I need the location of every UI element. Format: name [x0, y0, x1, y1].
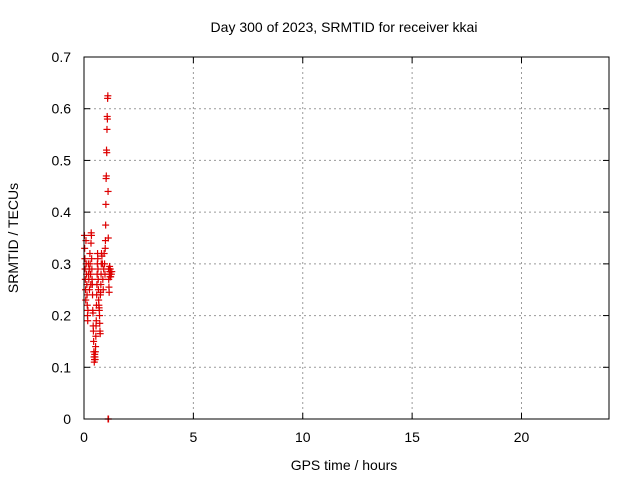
- data-point: [81, 255, 89, 263]
- data-point: [81, 244, 89, 252]
- data-point: [105, 288, 113, 296]
- x-axis-title: GPS time / hours: [291, 457, 398, 473]
- data-point: [108, 268, 116, 276]
- data-points: [80, 92, 116, 423]
- y-axis-title: SRMTID / TECUs: [5, 183, 21, 293]
- data-point: [96, 319, 104, 327]
- data-point: [82, 296, 90, 304]
- data-point: [92, 332, 100, 340]
- data-point: [87, 231, 95, 239]
- data-point: [103, 125, 111, 133]
- y-tick-label: 0.5: [52, 152, 72, 168]
- y-tick-label: 0.3: [52, 256, 72, 272]
- data-point: [87, 270, 95, 278]
- data-point: [104, 187, 112, 195]
- y-tick-label: 0.6: [52, 101, 72, 117]
- y-tick-label: 0.4: [52, 204, 72, 220]
- data-point: [104, 234, 112, 242]
- y-tick-label: 0: [63, 411, 71, 427]
- data-point: [101, 260, 109, 268]
- data-point: [86, 260, 94, 268]
- x-tick-label: 5: [189, 429, 197, 445]
- x-tick-label: 10: [295, 429, 311, 445]
- x-tick-label: 15: [404, 429, 420, 445]
- data-point: [100, 250, 108, 258]
- data-point: [102, 200, 110, 208]
- data-point: [89, 327, 97, 335]
- data-point: [103, 115, 111, 123]
- data-point: [103, 149, 111, 157]
- data-point: [87, 239, 95, 247]
- data-point: [94, 255, 102, 263]
- data-point: [102, 172, 110, 180]
- data-point: [85, 286, 93, 294]
- data-point: [84, 317, 92, 325]
- data-point: [101, 244, 109, 252]
- data-point: [88, 255, 96, 263]
- data-point: [91, 356, 99, 364]
- data-point: [104, 92, 112, 100]
- y-tick-label: 0.7: [52, 49, 72, 65]
- data-point: [88, 265, 96, 273]
- data-point: [97, 281, 105, 289]
- data-point: [90, 337, 98, 345]
- data-point: [86, 250, 94, 258]
- y-axis-ticks: 0 0.1 0.2 0.3 0.4 0.5 0.6 0.7: [52, 49, 609, 427]
- data-point: [89, 309, 97, 317]
- chart-title: Day 300 of 2023, SRMTID for receiver kka…: [211, 19, 478, 35]
- data-point: [102, 221, 110, 229]
- data-point: [83, 301, 91, 309]
- data-point: [99, 286, 107, 294]
- x-axis-ticks: 0 5 10 15 20: [80, 57, 529, 445]
- data-point: [99, 275, 107, 283]
- x-tick-label: 20: [514, 429, 530, 445]
- data-point: [92, 343, 100, 351]
- data-point: [96, 312, 104, 320]
- x-tick-label: 0: [80, 429, 88, 445]
- y-tick-label: 0.2: [52, 308, 72, 324]
- plot-frame: [83, 56, 610, 420]
- y-tick-label: 0.1: [52, 359, 72, 375]
- data-point: [96, 330, 104, 338]
- grid: [84, 57, 609, 419]
